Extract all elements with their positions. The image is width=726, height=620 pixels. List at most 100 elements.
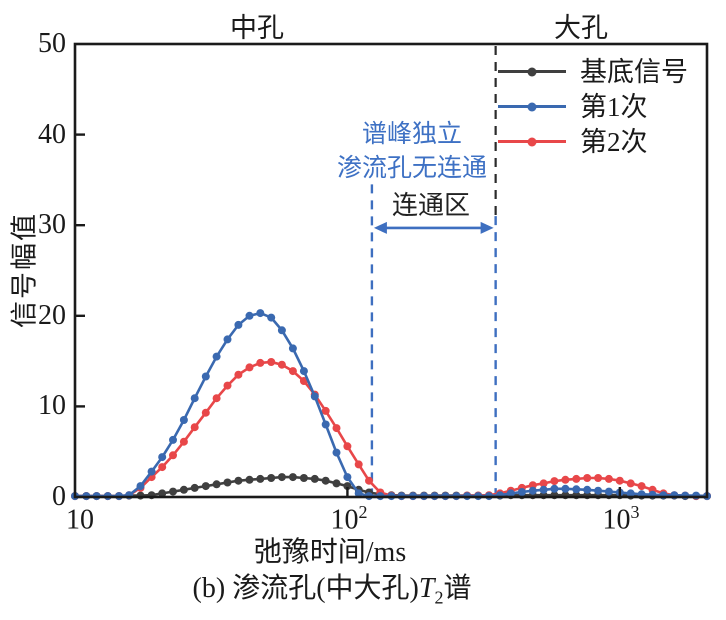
series-second-point bbox=[288, 367, 297, 376]
series-second-point bbox=[267, 358, 276, 366]
series-base-point bbox=[158, 489, 167, 498]
figure-caption: (b) 渗流孔(中大孔)T2谱 bbox=[193, 566, 472, 609]
legend-item-second-run: 第2次 bbox=[498, 124, 688, 159]
series-first-point bbox=[288, 344, 297, 353]
series-second-point bbox=[637, 482, 646, 491]
legend-line-marker bbox=[498, 67, 566, 76]
y-tick-label-0: 0 bbox=[52, 481, 66, 512]
series-first-point bbox=[299, 367, 308, 376]
series-base-point bbox=[277, 473, 286, 482]
series-second-point bbox=[354, 460, 363, 469]
series-first-point bbox=[267, 313, 276, 322]
series-second-point bbox=[212, 394, 221, 403]
series-base-point bbox=[310, 474, 319, 483]
series-second-point bbox=[615, 476, 624, 485]
y-tick-label-10: 10 bbox=[38, 390, 66, 421]
series-second-point bbox=[572, 474, 581, 483]
series-first-point bbox=[332, 448, 341, 457]
series-base-point bbox=[234, 476, 243, 485]
series-base-point bbox=[212, 480, 221, 489]
series-first-point bbox=[277, 326, 286, 335]
series-first-point bbox=[506, 489, 515, 498]
y-axis-title: 信号幅值 bbox=[9, 212, 40, 328]
series-second-point bbox=[528, 481, 537, 490]
series-second-point bbox=[343, 442, 352, 451]
series-first-point bbox=[212, 352, 221, 361]
legend-dot-marker bbox=[527, 102, 537, 111]
series-first-point bbox=[561, 484, 570, 493]
series-second-point bbox=[190, 423, 199, 432]
legend-line-marker bbox=[498, 137, 566, 146]
series-first-point bbox=[572, 485, 581, 494]
legend-dot-marker bbox=[527, 67, 537, 76]
series-base-point bbox=[288, 473, 297, 482]
series-second-point bbox=[201, 408, 210, 417]
arrow-left-head-icon bbox=[373, 221, 387, 234]
series-second-point bbox=[583, 474, 592, 482]
series-first-point bbox=[179, 416, 188, 424]
series-base-point bbox=[343, 482, 352, 491]
series-second-point bbox=[234, 370, 243, 379]
series-base-point bbox=[245, 475, 254, 484]
series-first-point bbox=[310, 392, 319, 401]
series-second-point bbox=[223, 381, 232, 390]
series-second-point bbox=[158, 463, 167, 472]
x-tick-exp: 3 bbox=[630, 502, 640, 522]
plot-border bbox=[73, 42, 709, 499]
series-second-curve bbox=[75, 360, 707, 498]
series-first-point bbox=[517, 488, 526, 496]
series-first-point bbox=[539, 485, 548, 494]
series-first-point bbox=[147, 467, 156, 476]
series-first-point bbox=[158, 453, 167, 462]
series-second-point bbox=[365, 476, 373, 485]
series-base-point bbox=[201, 482, 210, 491]
series-second-point bbox=[561, 475, 570, 484]
annotation-peak-independent: 谱峰独立 bbox=[361, 121, 463, 148]
series-second-point bbox=[332, 424, 341, 433]
series-first-point bbox=[583, 485, 592, 494]
region-label-macropore: 大孔 bbox=[554, 13, 608, 43]
series-first-point bbox=[223, 335, 232, 344]
arrow-right-head-icon bbox=[480, 221, 494, 234]
series-first-point bbox=[136, 482, 145, 491]
series-second-point bbox=[594, 474, 603, 482]
region-label-mesopore: 中孔 bbox=[230, 13, 284, 43]
legend-label: 第2次 bbox=[580, 126, 648, 157]
series-first-point bbox=[692, 491, 701, 500]
x-tick-label-100: 102 bbox=[331, 502, 368, 536]
legend: 基底信号 第1次 第2次 bbox=[498, 54, 688, 159]
series-base-point bbox=[136, 491, 145, 500]
series-first-point bbox=[528, 486, 537, 495]
series-first-point bbox=[245, 311, 254, 320]
series-first-point bbox=[604, 487, 613, 496]
y-tick-label-20: 20 bbox=[38, 300, 66, 331]
series-base-point bbox=[256, 474, 265, 483]
series-second-point bbox=[256, 358, 265, 367]
x-tick-exp: 2 bbox=[358, 502, 368, 522]
x-tick-label-10: 10 bbox=[66, 502, 94, 536]
series-first-point bbox=[234, 320, 243, 329]
series-base-point bbox=[223, 478, 232, 487]
annotation-no-connection: 渗流孔无连通 bbox=[336, 155, 488, 182]
x-tick-label-1000: 103 bbox=[603, 502, 640, 536]
series-base-point bbox=[179, 485, 188, 494]
series-second-point bbox=[550, 477, 559, 486]
series-first-point bbox=[343, 473, 352, 482]
connected-zone-label: 连通区 bbox=[391, 191, 471, 220]
legend-line-marker bbox=[498, 102, 566, 111]
series-first-point bbox=[594, 486, 603, 495]
y-tick-label-50: 50 bbox=[38, 28, 66, 59]
series-second-point bbox=[626, 479, 635, 488]
caption-suffix: 谱 bbox=[443, 573, 472, 604]
series-second-point bbox=[245, 363, 254, 372]
series-first-point bbox=[256, 309, 265, 318]
legend-label: 第1次 bbox=[580, 91, 648, 122]
series-first-point bbox=[550, 484, 559, 493]
series-second-point bbox=[179, 437, 188, 446]
caption-T-subscript: 2 bbox=[434, 587, 444, 608]
series-first-point bbox=[681, 491, 690, 500]
series-base-point bbox=[169, 487, 177, 496]
caption-text: (b) 渗流孔(中大孔) bbox=[192, 573, 419, 604]
x-tick-base: 10 bbox=[330, 504, 359, 536]
